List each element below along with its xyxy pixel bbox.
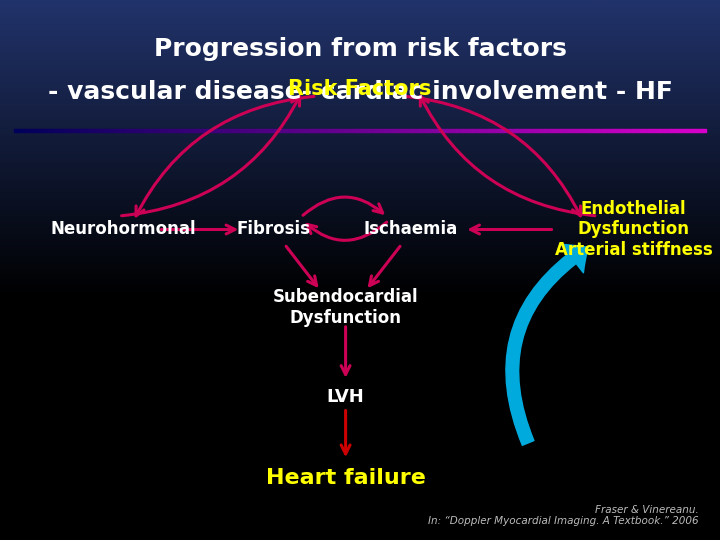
Text: Fraser & Vinereanu.
In: “Doppler Myocardial Imaging. A Textbook.” 2006: Fraser & Vinereanu. In: “Doppler Myocard…	[428, 505, 698, 526]
Text: Risk Factors: Risk Factors	[288, 79, 432, 99]
Text: Subendocardial
Dysfunction: Subendocardial Dysfunction	[273, 288, 418, 327]
Text: Fibrosis: Fibrosis	[237, 220, 310, 239]
Text: Heart failure: Heart failure	[266, 468, 426, 488]
Text: Neurohormonal: Neurohormonal	[50, 220, 196, 239]
Text: Ischaemia: Ischaemia	[364, 220, 457, 239]
Text: Endothelial
Dysfunction
Arterial stiffness: Endothelial Dysfunction Arterial stiffne…	[554, 200, 713, 259]
Text: LVH: LVH	[327, 388, 364, 406]
FancyArrowPatch shape	[506, 245, 588, 446]
Text: - vascular disease- cardiac involvement - HF: - vascular disease- cardiac involvement …	[48, 80, 672, 104]
Text: Progression from risk factors: Progression from risk factors	[153, 37, 567, 60]
